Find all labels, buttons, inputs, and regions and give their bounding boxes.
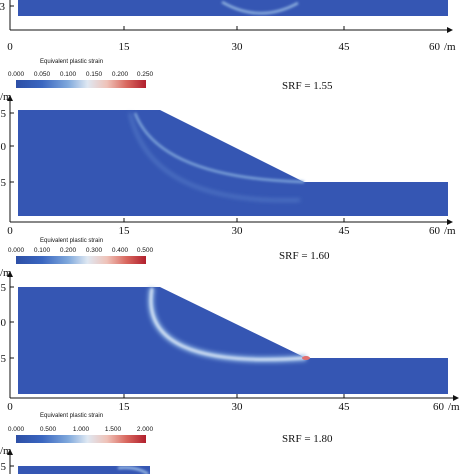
panel-srf-160: /m 15 10 5 0 15 30 45 60 /m xyxy=(0,267,460,413)
y-tick-label: 10 xyxy=(0,141,7,153)
colorbar-tick: 0.100 xyxy=(34,247,51,254)
colorbar-title: Equivalent plastic strain xyxy=(40,413,103,419)
colorbar-tick: 0.500 xyxy=(137,247,154,254)
x-tick-marks xyxy=(123,394,345,398)
x-axis-unit: /m xyxy=(444,225,456,237)
colorbar-tick: 0.300 xyxy=(86,247,103,254)
x-tick-marks xyxy=(9,26,345,30)
colorbar-srf-180: Equivalent plastic strain 0.000 0.500 1.… xyxy=(8,413,154,443)
colorbar-gradient xyxy=(16,80,146,88)
colorbar-tick: 0.000 xyxy=(8,247,25,254)
colorbar-tick: 0.200 xyxy=(60,247,77,254)
x-tick-label: 45 xyxy=(339,401,351,413)
shear-band xyxy=(133,112,305,184)
x-tick-label: 30 xyxy=(232,225,244,237)
x-tick-label: 0 xyxy=(7,225,13,237)
x-axis-unit: /m xyxy=(448,401,460,413)
colorbar-tick: 0.400 xyxy=(112,247,129,254)
colorbar-tick: 2.000 xyxy=(137,426,154,433)
colorbar-tick: 0.000 xyxy=(8,426,25,433)
colorbar-tick: 1.000 xyxy=(73,426,90,433)
x-tick-label: 45 xyxy=(339,41,351,53)
colorbar-title: Equivalent plastic strain xyxy=(40,59,103,65)
x-tick-label: 30 xyxy=(232,401,244,413)
x-tick-label: 45 xyxy=(339,225,351,237)
x-tick-label: 0 xyxy=(7,401,13,413)
x-tick-label: 60 xyxy=(429,225,441,237)
y-tick-marks xyxy=(10,286,14,359)
x-tick-label: 15 xyxy=(119,225,131,237)
colorbar-tick: 1.500 xyxy=(105,426,122,433)
y-tick-label: 5 xyxy=(1,177,7,189)
colorbar-tick: 0.100 xyxy=(60,71,77,78)
y-tick-marks xyxy=(10,112,14,183)
panel-srf-155: /m 15 10 5 0 15 30 45 60 /m xyxy=(0,91,456,237)
y-tick-label: 3 xyxy=(0,1,6,13)
srf-label: SRF = 1.60 xyxy=(279,250,330,262)
colorbar-tick: 0.150 xyxy=(86,71,103,78)
colorbar-tick: 0.050 xyxy=(34,71,51,78)
strain-peak xyxy=(302,356,310,360)
colorbar-gradient xyxy=(16,256,146,264)
x-tick-marks xyxy=(123,218,345,222)
colorbar-title: Equivalent plastic strain xyxy=(40,238,103,244)
srf-label: SRF = 1.80 xyxy=(282,433,333,445)
x-tick-label: 15 xyxy=(119,401,131,413)
colorbar-tick: 0.250 xyxy=(137,71,154,78)
shear-band-outer xyxy=(129,112,301,202)
colorbar-gradient xyxy=(16,435,146,443)
panel-srf-180: /m 15 xyxy=(0,445,150,474)
y-tick-label: 10 xyxy=(0,317,7,329)
y-tick-label: 15 xyxy=(0,461,7,473)
colorbar-tick: 0.000 xyxy=(8,71,25,78)
panel-top-partial: 3 0 15 30 45 60 /m xyxy=(0,0,456,53)
x-tick-label: 60 xyxy=(429,41,441,53)
slope-domain xyxy=(18,110,448,216)
shear-band xyxy=(117,466,149,474)
colorbar-srf-155: Equivalent plastic strain 0.000 0.050 0.… xyxy=(8,59,154,88)
colorbar-tick: 0.500 xyxy=(40,426,57,433)
colorbar-srf-160: Equivalent plastic strain 0.000 0.100 0.… xyxy=(8,238,154,264)
slope-domain xyxy=(18,287,448,394)
x-tick-label: 60 xyxy=(433,401,445,413)
x-tick-label: 15 xyxy=(119,41,131,53)
colorbar-tick: 0.200 xyxy=(112,71,129,78)
y-tick-label: 15 xyxy=(0,108,7,120)
x-tick-label: 0 xyxy=(7,41,13,53)
y-tick-label: 5 xyxy=(1,353,7,365)
srf-label: SRF = 1.55 xyxy=(282,80,333,92)
shear-band xyxy=(149,287,307,361)
x-tick-label: 30 xyxy=(232,41,244,53)
x-axis-unit: /m xyxy=(444,41,456,53)
shear-band xyxy=(221,0,299,15)
slope-domain xyxy=(18,466,150,474)
y-tick-label: 15 xyxy=(0,282,7,294)
